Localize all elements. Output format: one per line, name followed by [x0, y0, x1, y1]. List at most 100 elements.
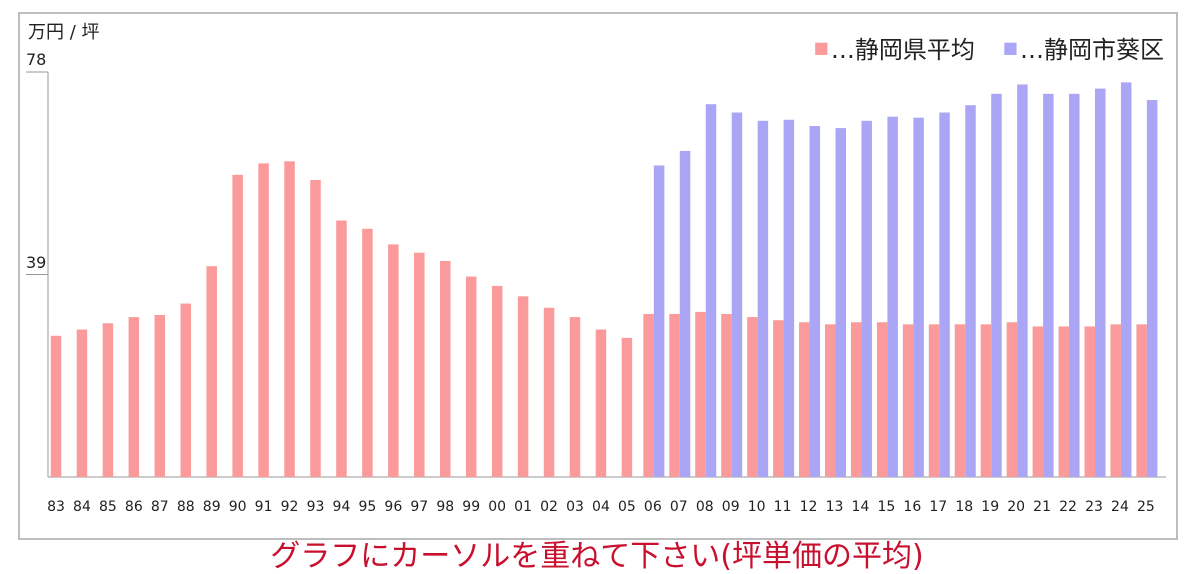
bar-series-a[interactable]	[643, 313, 654, 477]
bar-series-a[interactable]	[465, 276, 477, 477]
bar-series-b[interactable]	[653, 165, 665, 477]
x-tick-label: 15	[877, 499, 895, 515]
x-tick-label: 85	[99, 499, 117, 515]
bar-series-a[interactable]	[569, 317, 581, 477]
x-tick-label: 04	[592, 499, 610, 515]
bar-series-b[interactable]	[939, 112, 950, 478]
x-tick-label: 96	[384, 499, 402, 515]
bar-series-b[interactable]	[757, 120, 769, 478]
x-tick-label: 10	[748, 499, 766, 515]
bar-series-a[interactable]	[543, 307, 555, 477]
x-tick-label: 09	[722, 499, 740, 515]
bar-series-a[interactable]	[902, 324, 914, 477]
x-tick-label: 97	[410, 499, 428, 515]
legend-item-series-b[interactable]: ■ …静岡市葵区	[1003, 30, 1164, 65]
x-tick-label: 08	[696, 499, 714, 515]
bar-series-a[interactable]	[362, 228, 373, 477]
bar-series-a[interactable]	[799, 322, 810, 477]
bar-series-a[interactable]	[954, 324, 966, 477]
bar-series-a[interactable]	[876, 322, 888, 477]
y-tick-label-max: 78	[26, 50, 47, 69]
bar-series-a[interactable]	[76, 329, 88, 477]
y-tick-label-mid: 39	[26, 252, 47, 272]
bar-series-a[interactable]	[695, 311, 706, 477]
legend-label-series-b: …静岡市葵区	[1020, 36, 1164, 64]
bar-series-a[interactable]	[206, 266, 217, 477]
bar-series-a[interactable]	[1058, 326, 1070, 477]
x-tick-label: 94	[333, 499, 351, 515]
bar-series-a[interactable]	[414, 252, 425, 477]
x-tick-label: 90	[229, 499, 247, 515]
bar-series-a[interactable]	[773, 320, 784, 477]
bar-series-a[interactable]	[336, 220, 347, 478]
bar-series-b[interactable]	[991, 93, 1002, 478]
bar-series-a[interactable]	[928, 324, 940, 477]
bar-series-b[interactable]	[913, 117, 924, 477]
bar-series-a[interactable]	[669, 313, 680, 477]
chart-caption: グラフにカーソルを重ねて下さい(坪単価の平均)	[270, 539, 924, 574]
bar-series-a[interactable]	[128, 317, 140, 477]
bar-series-b[interactable]	[783, 119, 795, 478]
bar-series-a[interactable]	[747, 317, 758, 477]
bar-series-a[interactable]	[980, 324, 992, 477]
bar-chart-svg[interactable]: 83 84 85 86 87 88 89 90 91 92 93 94 95 96 97 98 99 00 01 02…	[0, 0, 1194, 558]
x-tick-label: 92	[281, 499, 299, 515]
x-tick-label: 11	[774, 499, 792, 515]
bar-series-a[interactable]	[721, 313, 732, 477]
bar-series-a[interactable]	[1032, 326, 1044, 477]
legend-item-series-a[interactable]: ■ …静岡県平均	[814, 30, 975, 65]
bar-series-a[interactable]	[517, 296, 529, 477]
x-tick-label: 17	[929, 499, 947, 515]
legend-label-series-a: …静岡県平均	[830, 36, 975, 64]
x-tick-label: 22	[1059, 499, 1077, 515]
bar-series-a[interactable]	[621, 337, 633, 477]
bar-series-a[interactable]	[310, 180, 321, 477]
bar-series-b[interactable]	[1095, 88, 1106, 477]
bar-series-a[interactable]	[1084, 326, 1096, 477]
bar-series-b[interactable]	[809, 126, 821, 477]
x-tick-label: 07	[670, 499, 688, 515]
bar-series-b[interactable]	[705, 104, 717, 477]
bar-series-a[interactable]	[50, 335, 62, 477]
bar-series-b[interactable]	[1017, 84, 1028, 477]
bar-series-b[interactable]	[887, 116, 898, 478]
bar-series-a[interactable]	[440, 261, 451, 477]
bar-series-a[interactable]	[850, 322, 862, 477]
bar-series-a[interactable]	[180, 303, 192, 477]
bar-series-b[interactable]	[1043, 93, 1054, 478]
bar-series-a[interactable]	[258, 163, 269, 477]
bar-series-a[interactable]	[1110, 324, 1121, 477]
bar-series-a[interactable]	[491, 285, 503, 477]
bar-series-b[interactable]	[1146, 100, 1158, 478]
bar-series-a[interactable]	[1006, 322, 1018, 477]
bar-series-b[interactable]	[731, 112, 743, 478]
bar-series-b[interactable]	[1069, 93, 1080, 478]
bar-series-a[interactable]	[154, 315, 166, 477]
bar-series-a[interactable]	[284, 161, 295, 478]
x-tick-label: 25	[1137, 499, 1155, 515]
x-tick-label: 99	[462, 499, 480, 515]
x-tick-label: 05	[618, 499, 636, 515]
bar-series-b[interactable]	[679, 150, 691, 477]
x-tick-label: 95	[358, 499, 376, 515]
bar-series-a[interactable]	[102, 323, 114, 477]
bar-series-a[interactable]	[1136, 324, 1147, 477]
x-tick-label: 23	[1085, 499, 1103, 515]
x-tick-label: 83	[47, 499, 65, 515]
bar-series-a[interactable]	[825, 324, 836, 477]
legend-swatch-series-b: ■	[1002, 38, 1018, 57]
bar-series-b[interactable]	[1120, 82, 1132, 477]
x-tick-label: 87	[151, 499, 169, 515]
x-tick-label: 16	[903, 499, 921, 515]
x-tick-label: 14	[852, 499, 870, 515]
bar-series-b[interactable]	[835, 128, 847, 478]
bar-series-b[interactable]	[861, 120, 872, 478]
x-tick-label: 88	[177, 499, 195, 515]
bar-series-a[interactable]	[595, 329, 607, 477]
x-tick-label: 13	[826, 499, 844, 515]
bar-series-a[interactable]	[388, 244, 399, 477]
bar-series-a[interactable]	[232, 174, 243, 478]
x-tick-label: 84	[73, 499, 91, 515]
x-tick-label: 98	[436, 499, 454, 515]
bar-series-b[interactable]	[965, 105, 976, 477]
